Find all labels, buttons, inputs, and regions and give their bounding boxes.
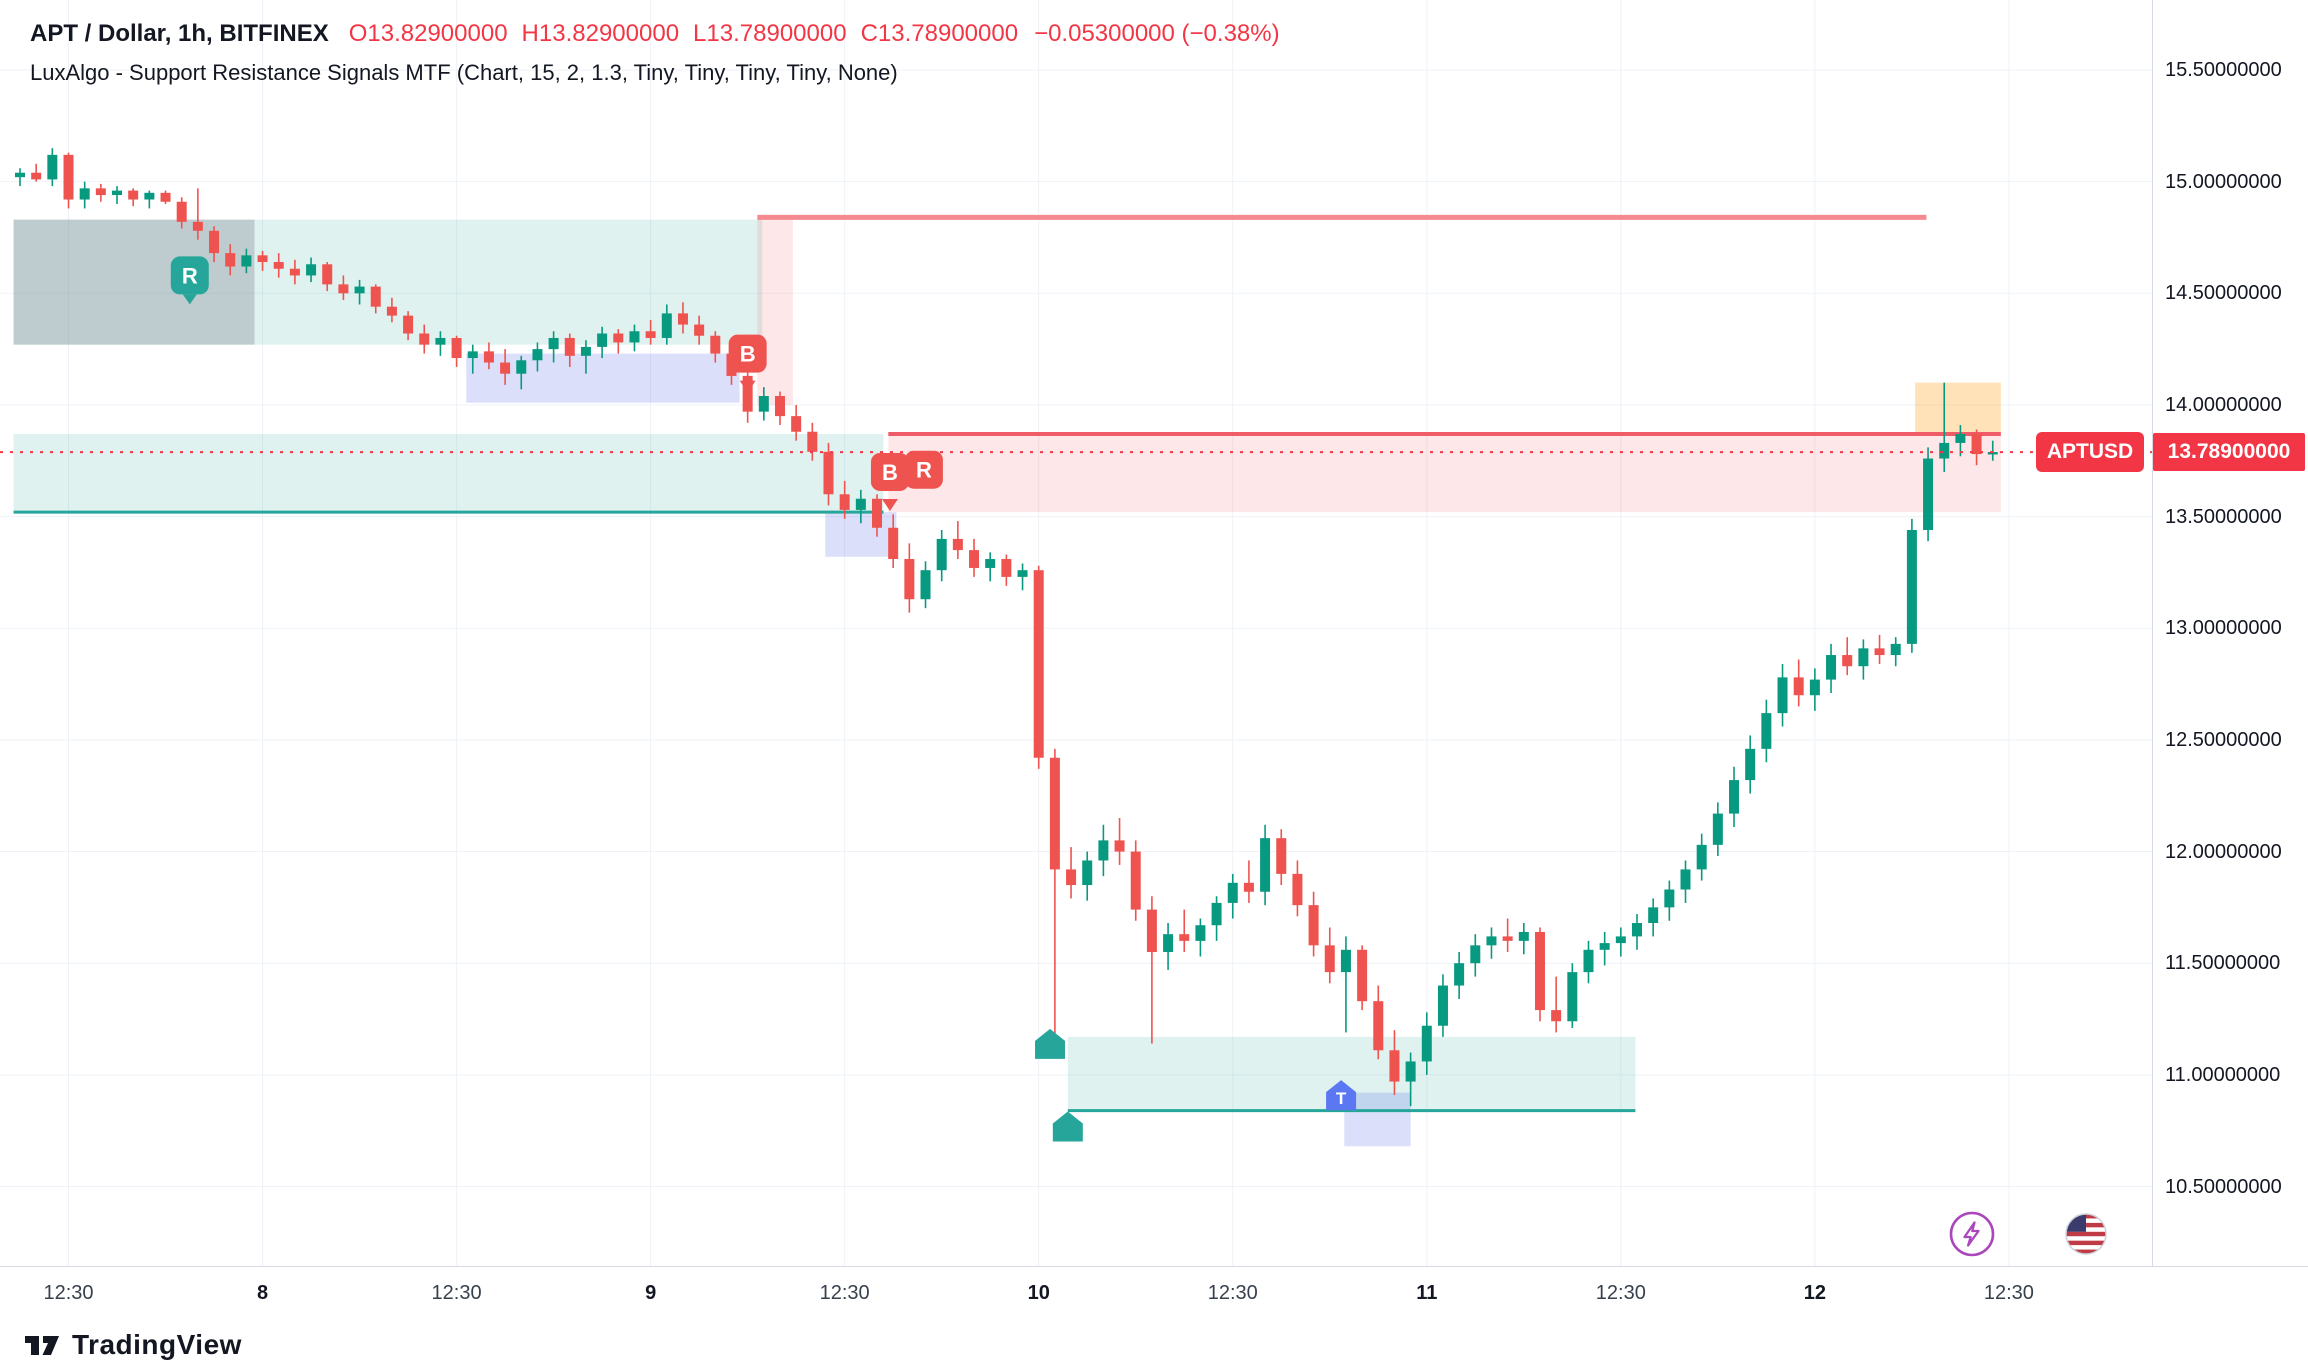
signal-label-marker (870, 452, 909, 491)
signal-markers: RBB RT (170, 256, 1357, 1142)
zone-teal (13, 219, 763, 345)
ohlc-open-letter: O (348, 20, 368, 47)
time-tick-label: 9 (645, 1282, 657, 1304)
zone-orange (1915, 382, 2001, 434)
ohlc-low-value: 13.78900000 (706, 20, 847, 47)
ohlc-open-value: 13.82900000 (367, 20, 508, 47)
zone-pink (757, 217, 793, 405)
sr-lines (13, 214, 2001, 1113)
price-tick-label: 13.00000000 (2165, 617, 2282, 640)
price-tick-label: 12.00000000 (2165, 840, 2282, 863)
lightning-bolt-icon (1949, 1211, 1995, 1257)
signal-label-marker (728, 334, 767, 373)
ohlc-low: L13.78900000 (693, 20, 847, 48)
us-flag-button[interactable] (2060, 1208, 2112, 1260)
zone-teal (13, 433, 884, 513)
time-tick-label: 12:30 (1595, 1282, 1646, 1304)
signal-pentagon-marker (1035, 1028, 1066, 1059)
ohlc-high: H13.82900000 (522, 20, 680, 48)
tradingview-logo-icon (25, 1336, 59, 1355)
chart-corner-buttons (1946, 1208, 2112, 1260)
ohlc-close-letter: C (860, 20, 878, 47)
price-tick-label: 15.50000000 (2165, 59, 2282, 81)
time-tick-label: 12:30 (431, 1282, 482, 1304)
candles-layer (15, 148, 1998, 1107)
current-price-label: 13.78900000 (2153, 433, 2305, 472)
ohlc-open: O13.82900000 (349, 20, 508, 48)
symbol-legend-row: APT / Dollar, 1h, BITFINEX O13.82900000 … (30, 20, 1280, 48)
time-tick-label: 11 (1416, 1282, 1438, 1304)
signal-pentagon-marker (1052, 1111, 1083, 1142)
ohlc-close-value: 13.78900000 (877, 20, 1019, 47)
price-tick-label: 10.50000000 (2165, 1175, 2282, 1198)
ohlc-low-letter: L (693, 20, 707, 47)
ohlc-high-value: 13.82900000 (538, 20, 680, 47)
svg-text:R: R (182, 263, 198, 288)
time-tick-label: 10 (1027, 1282, 1050, 1304)
time-tick-label: 12 (1803, 1282, 1826, 1304)
ohlc-high-letter: H (521, 20, 539, 47)
price-tick-label: 14.00000000 (2165, 393, 2282, 416)
time-tick-label: 8 (256, 1282, 269, 1304)
signal-label-marker (170, 256, 209, 295)
sr-zones (13, 217, 2001, 1147)
zone-blue (466, 353, 740, 403)
price-tick-label: 11.50000000 (2165, 952, 2281, 975)
down-arrow-icon (739, 380, 756, 393)
change-value: −0.05300000 (−0.38%) (1034, 20, 1280, 47)
price-tick-label: 14.50000000 (2165, 282, 2282, 305)
tradingview-logo-text: TradingView (72, 1329, 242, 1360)
time-axis[interactable]: 12:30 8 12:30 9 12:30 10 12:30 11 12:30 12 12:30 (0, 1266, 2308, 1326)
price-tick-label: 11.00000000 (2165, 1063, 2281, 1086)
signal-pentagon-marker (1326, 1080, 1357, 1111)
price-tick-label: 15.00000000 (2165, 170, 2282, 193)
symbol-title[interactable]: APT / Dollar, 1h, BITFINEX (30, 20, 329, 47)
chart-legend: APT / Dollar, 1h, BITFINEX O13.82900000 … (30, 20, 1280, 86)
price-axis[interactable]: 15.50000000 15.00000000 14.50000000 14.0000… (2152, 0, 2308, 1266)
tradingview-logo[interactable]: TradingView (24, 1328, 242, 1362)
time-tick-label: 12:30 (819, 1282, 870, 1304)
svg-text:B: B (882, 460, 898, 485)
time-tick-label: 12:30 (1207, 1282, 1258, 1304)
time-tick-label: 12:30 (43, 1282, 94, 1304)
us-flag-icon (2065, 1213, 2107, 1255)
time-tick-label: 12:30 (1983, 1282, 2034, 1304)
price-tick-label: 12.50000000 (2165, 728, 2282, 751)
indicator-legend[interactable]: LuxAlgo - Support Resistance Signals MTF… (30, 60, 898, 85)
svg-text:B: B (740, 342, 756, 367)
ohlc-values: O13.82900000 H13.82900000 L13.78900000 C… (349, 20, 1280, 48)
down-arrow-icon (881, 498, 898, 511)
ohlc-close: C13.78900000 (861, 20, 1019, 48)
price-tick-label: 13.50000000 (2165, 505, 2282, 528)
signal-label-marker (904, 450, 943, 489)
symbol-price-badge: APTUSD (2036, 432, 2144, 473)
grid-lines (0, 0, 2152, 1266)
instant-trading-button[interactable] (1946, 1208, 1998, 1260)
zone-pink (888, 433, 2001, 513)
svg-text:T: T (1336, 1089, 1347, 1108)
svg-text:R: R (916, 458, 932, 483)
